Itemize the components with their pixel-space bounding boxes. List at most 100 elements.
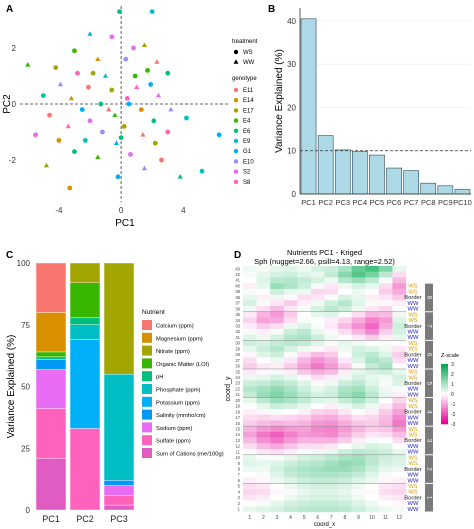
row-label: WW xyxy=(408,330,419,336)
heatmap-cell xyxy=(378,283,393,290)
heatmap-cell xyxy=(283,426,298,433)
facet-strip-label: 2 xyxy=(425,467,431,471)
legend-zscale-gradient-step xyxy=(441,412,448,415)
heatmap-cell xyxy=(243,454,257,461)
heatmap-cell xyxy=(378,489,393,496)
heatmap-cell xyxy=(243,300,257,307)
data-point xyxy=(165,70,171,76)
heatmap-cell xyxy=(392,483,407,490)
heatmap-cell xyxy=(270,483,284,490)
heatmap-cell xyxy=(310,500,325,507)
legend-zscale-gradient-step xyxy=(441,390,448,393)
heatmap-cell xyxy=(338,471,352,478)
heatmap-cell xyxy=(283,380,298,387)
row-label: WW xyxy=(408,507,419,513)
heatmap-cell xyxy=(243,426,257,433)
heatmap-cell xyxy=(392,374,407,381)
heatmap-cell xyxy=(310,489,325,496)
heatmap-cell xyxy=(351,288,366,295)
y-tick-label: 0 xyxy=(26,506,31,515)
heatmap-cell xyxy=(270,489,284,496)
heatmap-cell xyxy=(324,346,339,353)
legend-nutrient-label: Organic Matter (LOI) xyxy=(156,362,209,368)
heatmap-cell xyxy=(378,386,393,393)
heatmap-cell xyxy=(256,460,271,467)
heatmap-cell xyxy=(270,391,284,398)
heatmap-cell xyxy=(338,346,352,353)
heatmap-cell xyxy=(338,466,352,473)
heatmap-cell xyxy=(270,437,284,444)
heatmap-cell xyxy=(243,323,257,330)
y-tick-label: 4 xyxy=(238,489,241,494)
heatmap-cell xyxy=(392,368,407,375)
y-tick-label: 0 xyxy=(12,100,17,109)
heatmap-cell xyxy=(351,317,366,324)
heatmap-cell xyxy=(256,391,271,398)
data-point xyxy=(141,165,148,171)
heatmap-cell xyxy=(297,494,312,501)
heatmap-cell xyxy=(256,420,271,427)
row-label: WW xyxy=(408,307,419,313)
row-label: WS xyxy=(408,289,417,295)
heatmap-cell xyxy=(338,454,352,461)
y-tick-label: 2 xyxy=(238,501,241,506)
y-tick-label: 7 xyxy=(238,472,241,477)
heatmap-cell xyxy=(338,409,352,415)
heatmap-cell xyxy=(270,351,284,358)
heatmap-cell xyxy=(283,288,298,295)
heatmap-cell xyxy=(283,340,298,347)
data-point xyxy=(98,101,104,107)
data-point xyxy=(177,174,183,179)
heatmap-cell xyxy=(270,426,284,433)
heatmap-cell xyxy=(283,368,298,375)
y-axis-title: Variance Explained (%) xyxy=(274,49,285,153)
legend-nutrient-label: Salinity (mmho/cm) xyxy=(156,413,206,419)
data-point xyxy=(40,93,46,98)
legend-zscale-gradient-step xyxy=(441,368,448,371)
heatmap-cell xyxy=(324,277,339,284)
heatmap-cell xyxy=(256,483,271,490)
heatmap-cell xyxy=(365,500,380,507)
y-tick-label: 22 xyxy=(235,386,240,391)
heatmap-cell xyxy=(297,397,312,404)
bar-pc10 xyxy=(454,188,471,195)
heatmap-cell xyxy=(283,454,298,461)
heatmap-cell xyxy=(310,323,325,330)
x-tick-label: PC4 xyxy=(353,198,368,207)
y-tick-label: 75 xyxy=(21,321,30,330)
heatmap-cell xyxy=(310,437,325,444)
heatmap-cell xyxy=(378,368,393,375)
heatmap-cell xyxy=(270,454,284,461)
heatmap-cell xyxy=(243,351,257,358)
heatmap-cell xyxy=(243,346,257,353)
row-label: WW xyxy=(408,301,419,307)
heatmap-cell xyxy=(243,277,257,284)
heatmap-cell xyxy=(365,403,380,410)
heatmap-cell xyxy=(392,477,407,484)
heatmap-cell xyxy=(324,266,339,272)
heatmap-cell xyxy=(310,351,325,358)
legend-zscale-gradient-step xyxy=(441,402,448,405)
data-point xyxy=(95,56,101,61)
heatmap-cell xyxy=(243,466,257,473)
heatmap-cell xyxy=(365,409,380,415)
heatmap-cell xyxy=(297,437,312,444)
heatmap-cell xyxy=(297,271,312,278)
heatmap-cell xyxy=(392,391,407,398)
y-tick-label: 10 xyxy=(287,147,296,156)
heatmap-cell xyxy=(283,386,298,393)
row-label: WW xyxy=(408,478,419,484)
legend-nutrient-swatch xyxy=(142,422,152,433)
heatmap-cell xyxy=(351,443,366,450)
heatmap-cell xyxy=(351,311,366,318)
heatmap-cell xyxy=(256,449,271,455)
heatmap-cell xyxy=(310,300,325,307)
heatmap-cell xyxy=(283,277,298,284)
heatmap-cell xyxy=(338,386,352,393)
y-tick-label: 39 xyxy=(235,289,240,294)
heatmap-title: Nutrients PC1 - Kriged xyxy=(287,248,362,257)
heatmap-cell xyxy=(338,271,352,278)
heatmap-cell xyxy=(324,426,339,433)
x-tick-label: PC2 xyxy=(318,198,333,207)
data-point xyxy=(75,70,80,76)
